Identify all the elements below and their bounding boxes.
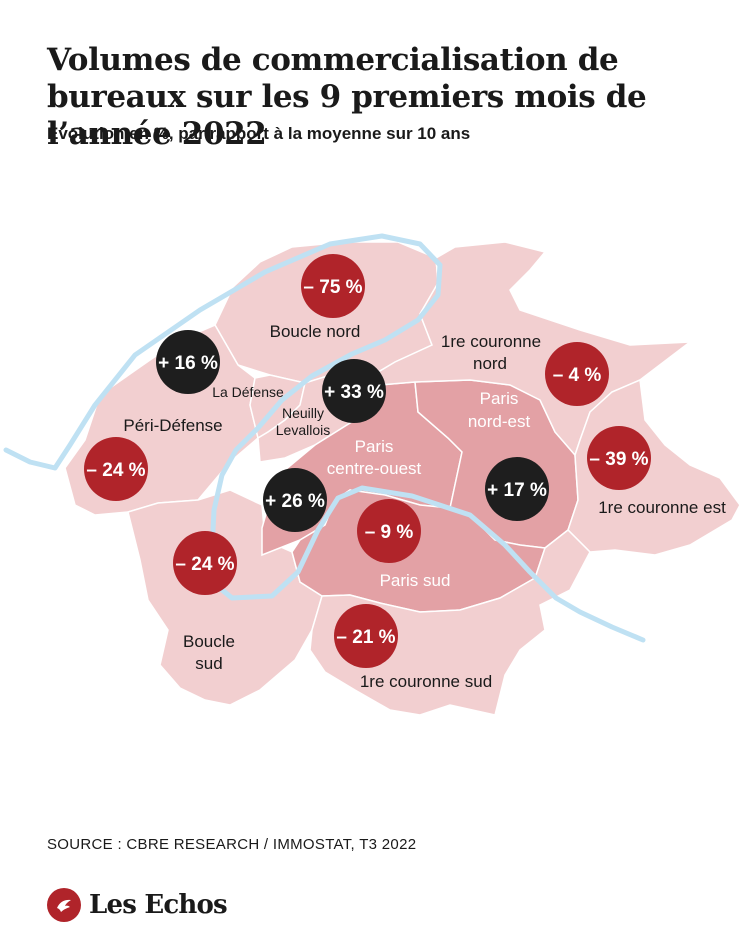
label-boucle-nord: Boucle nord xyxy=(270,322,361,341)
badge-peri-defense: + 16 % xyxy=(156,330,220,394)
badge-neuilly-levallois: + 33 % xyxy=(322,359,386,423)
label-boucle-sud-2: sud xyxy=(195,654,222,673)
badge-boucle-sud: – 24 % xyxy=(173,531,237,595)
label-neuilly: Neuilly xyxy=(282,405,324,421)
label-paris-nord-est-2: nord-est xyxy=(468,412,531,431)
badge-couronne-sud-value: – 21 % xyxy=(336,627,395,648)
label-peri-defense: Péri-Défense xyxy=(123,416,222,435)
badge-couronne-nord: – 4 % xyxy=(545,342,609,406)
label-couronne-nord-1: 1re couronne xyxy=(441,332,541,351)
label-la-defense: La Défense xyxy=(212,384,284,400)
label-boucle-sud-1: Boucle xyxy=(183,632,235,651)
logo-text: Les Echos xyxy=(89,890,228,920)
badge-neuilly-levallois-value: + 33 % xyxy=(324,382,384,403)
badge-boucle-nord: – 75 % xyxy=(301,254,365,318)
page-title: Volumes de commercialisation de bureaux … xyxy=(47,42,647,152)
zone-premiere-couronne-sud xyxy=(309,529,591,716)
badge-la-defense: – 24 % xyxy=(84,437,148,501)
echos-emblem-icon xyxy=(47,888,81,922)
les-echos-logo: Les Echos xyxy=(47,888,228,922)
badge-paris-nord-est-value: + 17 % xyxy=(487,480,547,501)
badge-paris-centre-ouest-value: + 26 % xyxy=(265,491,325,512)
label-paris-nord-est-1: Paris xyxy=(480,389,519,408)
label-paris-centre-ouest-1: Paris xyxy=(355,437,394,456)
label-couronne-est: 1re couronne est xyxy=(598,498,726,517)
label-paris-sud: Paris sud xyxy=(380,571,451,590)
badge-couronne-est: – 39 % xyxy=(587,426,651,490)
seine-river xyxy=(3,233,646,643)
zone-boucle-sud xyxy=(127,489,323,706)
label-couronne-nord-2: nord xyxy=(473,354,507,373)
badge-peri-defense-value: + 16 % xyxy=(158,353,218,374)
badge-boucle-nord-value: – 75 % xyxy=(303,277,362,298)
page-subtitle: Evolution en %, par rapport à la moyenne… xyxy=(47,124,471,143)
label-levallois: Levallois xyxy=(276,422,330,438)
badge-paris-sud: – 9 % xyxy=(357,499,421,563)
badge-paris-sud-value: – 9 % xyxy=(365,522,414,543)
label-couronne-sud: 1re couronne sud xyxy=(360,672,492,691)
badge-couronne-sud: – 21 % xyxy=(334,604,398,668)
badge-la-defense-value: – 24 % xyxy=(86,460,145,481)
badge-couronne-nord-value: – 4 % xyxy=(553,365,602,386)
source-note: SOURCE : CBRE RESEARCH / IMMOSTAT, T3 20… xyxy=(47,836,417,853)
label-paris-centre-ouest-2: centre-ouest xyxy=(327,459,422,478)
badge-couronne-est-value: – 39 % xyxy=(589,449,648,470)
badge-paris-nord-est: + 17 % xyxy=(485,457,549,521)
badge-paris-centre-ouest: + 26 % xyxy=(263,468,327,532)
badge-boucle-sud-value: – 24 % xyxy=(175,554,234,575)
